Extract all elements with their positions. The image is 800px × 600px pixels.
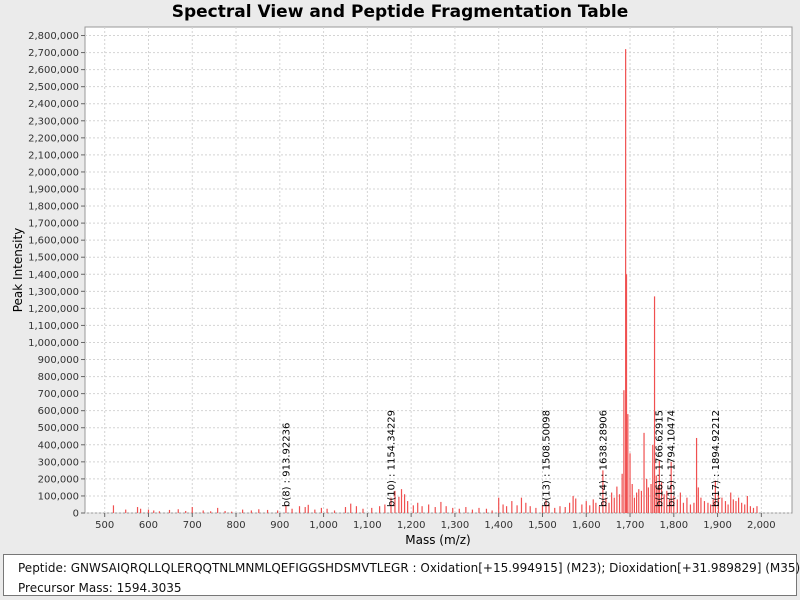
- x-tick-label: 1,200: [397, 520, 426, 531]
- y-tick-label: 100,000: [38, 491, 79, 502]
- fragment-annotation: b(13) : 1508.50098: [542, 410, 553, 507]
- y-tick-label: 2,100,000: [28, 150, 79, 161]
- y-tick-label: 1,500,000: [28, 253, 79, 264]
- x-tick-label: 1,700: [616, 520, 645, 531]
- y-tick-label: 2,300,000: [28, 116, 79, 127]
- peaks: [112, 49, 758, 513]
- y-tick-label: 700,000: [38, 389, 79, 400]
- x-tick-label: 1,500: [528, 520, 557, 531]
- fragment-annotation: b(8) : 913.92236: [281, 423, 292, 507]
- x-tick-label: 500: [95, 520, 114, 531]
- plot-area: [84, 26, 793, 514]
- y-tick-label: 600,000: [38, 406, 79, 417]
- y-tick-label: 2,400,000: [28, 99, 79, 110]
- x-tick-label: 1,800: [659, 520, 688, 531]
- y-tick-label: 1,200,000: [28, 304, 79, 315]
- peptide-text: Peptide: GNWSAIQRQLLQLERQQTNLMNMLQEFIGGS…: [18, 561, 800, 575]
- x-tick-label: 1,900: [703, 520, 732, 531]
- y-axis-label: Peak Intensity: [11, 228, 25, 313]
- x-tick-label: 1,300: [441, 520, 470, 531]
- x-tick-label: 900: [270, 520, 289, 531]
- fragment-annotation: b(10) : 1154.34229: [387, 410, 398, 507]
- fragment-annotation: b(14) : 1638.28906: [599, 410, 610, 507]
- y-tick-label: 2,700,000: [28, 48, 79, 59]
- x-tick-label: 700: [183, 520, 202, 531]
- y-tick-label: 1,300,000: [28, 287, 79, 298]
- y-tick-label: 1,700,000: [28, 219, 79, 230]
- y-tick-label: 2,000,000: [28, 167, 79, 178]
- x-tick-label: 1,000: [309, 520, 338, 531]
- y-tick-label: 2,800,000: [28, 31, 79, 42]
- precursor-mass-text: Precursor Mass: 1594.3035: [18, 581, 182, 595]
- axes: 500 600 700 800 900 1,000 1,100 1,200 1,300 1,400…: [28, 31, 776, 531]
- y-tick-label: 400,000: [38, 440, 79, 451]
- peptide-info-panel: Peptide: GNWSAIQRQLLQLERQQTNLMNMLQEFIGGS…: [3, 554, 800, 596]
- y-tick-label: 1,600,000: [28, 236, 79, 247]
- y-tick-label: 2,500,000: [28, 82, 79, 93]
- x-axis-label: Mass (m/z): [405, 533, 470, 547]
- chart-title: Spectral View and Peptide Fragmentation …: [171, 2, 629, 22]
- x-tick-label: 600: [139, 520, 158, 531]
- fragment-annotation: b(15) : 1794.10474: [667, 410, 678, 507]
- y-tick-label: 2,200,000: [28, 133, 79, 144]
- x-tick-label: 2,000: [747, 520, 776, 531]
- fragment-annotation: b(17) : 1894.92212: [711, 410, 722, 507]
- y-tick-label: 200,000: [38, 474, 79, 485]
- y-tick-label: 500,000: [38, 423, 79, 434]
- annotations: b(8) : 913.92236 b(10) : 1154.34229 b(13) …: [281, 410, 721, 507]
- y-tick-label: 1,800,000: [28, 202, 79, 213]
- y-tick-label: 300,000: [38, 457, 79, 468]
- y-tick-label: 900,000: [38, 355, 79, 366]
- x-tick-label: 1,600: [572, 520, 601, 531]
- x-tick-label: 1,400: [484, 520, 513, 531]
- y-tick-label: 1,100,000: [28, 321, 79, 332]
- x-tick-label: 800: [226, 520, 245, 531]
- y-tick-label: 1,000,000: [28, 338, 79, 349]
- y-tick-label: 2,600,000: [28, 65, 79, 76]
- x-tick-label: 1,100: [353, 520, 382, 531]
- y-tick-label: 1,400,000: [28, 270, 79, 281]
- y-tick-label: 800,000: [38, 372, 79, 383]
- fragment-annotation: b(16) : 1766.62915: [655, 410, 666, 507]
- y-tick-label: 1,900,000: [28, 185, 79, 196]
- y-tick-label: 0: [73, 509, 79, 520]
